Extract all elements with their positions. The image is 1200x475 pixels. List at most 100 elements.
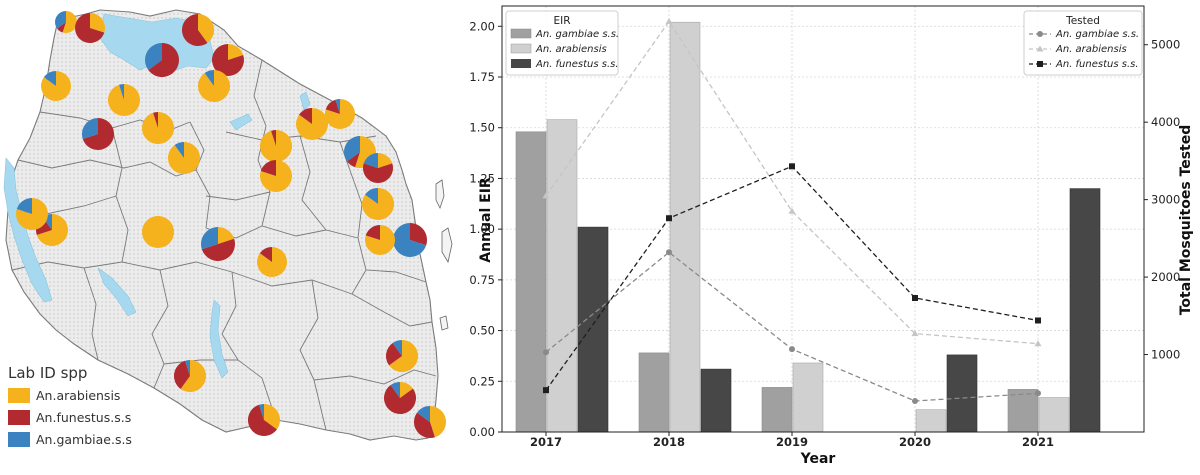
tested-legend-marker-gambiae [1037,31,1043,37]
pie-slice-gambiae [54,10,66,29]
pie-slice-funestus [247,404,277,437]
site-pie [414,406,447,438]
pie-slice-funestus [153,112,158,128]
pie-slice-arabiensis [198,69,231,102]
pie-slice-gambiae [119,84,124,100]
legend-swatch-arabiensis [8,388,30,403]
site-pie [362,188,395,221]
point-tested [543,387,549,394]
pie-slice-funestus [383,385,416,415]
site-pie [212,44,245,76]
tested-legend-label-gambiae: An. gambiae s.s. [1055,29,1139,40]
pie-slice-gambiae [259,404,264,420]
point-tested [665,17,673,24]
pie-slice-funestus [365,225,380,240]
y-tick-label-right: 2000 [1151,270,1180,284]
bar-eir [1038,397,1070,433]
pie-slice-arabiensis [256,247,287,277]
pie-slice-arabiensis [259,130,292,162]
pie-slice-arabiensis [180,360,207,392]
bar-eir [577,226,609,433]
site-pie [107,84,140,116]
pie-slice-funestus [82,118,114,150]
x-tick-label: 2021 [1022,435,1054,449]
eir-legend-box [505,10,619,76]
y-axis-label-right: Total Mosquitoes Tested [1178,125,1194,316]
lake-eyasi [229,113,253,131]
site-pie [198,69,231,102]
bar-eir [761,387,793,433]
pie-slice-funestus [386,343,402,366]
pie-slice-arabiensis [141,112,174,144]
y-tick-label-right: 4000 [1151,115,1180,129]
chart-panel: 0.00 0.25 0.50 0.75 1.00 1.25 1.50 1.75 2.00 2017… [469,5,1194,467]
x-tick-label: 2017 [530,435,562,449]
site-pie [145,43,180,77]
legend-item-arabiensis: An.arabiensis [8,388,120,403]
lake-nyasa [209,299,229,379]
point-tested [666,249,672,256]
site-pie [259,160,292,192]
site-pie [200,227,235,261]
point-tested [789,163,795,170]
y-tick-label-left: 0.25 [469,374,495,388]
pie-slice-arabiensis [362,188,395,221]
tested-legend-marker-arabiensis [1036,45,1044,52]
pie-slice-funestus [325,99,340,114]
bar-eir [546,119,578,433]
pie-slice-gambiae [200,227,218,250]
map-legend: Lab ID spp An.arabiensis An.funestus.s.s… [8,364,132,447]
pie-slice-arabiensis [389,340,419,373]
lake-tanganyika [3,157,53,303]
eir-legend-swatch-arabiensis [510,43,532,54]
site-pie [142,216,174,248]
pie-slice-funestus [57,22,66,33]
site-pie [40,70,71,101]
site-pie [168,141,201,175]
pie-slice-gambiae [417,406,430,422]
point-tested [912,398,918,405]
site-pie [256,247,287,277]
pie-slice-funestus [271,130,276,146]
pie-slice-gambiae [81,118,98,139]
legend-label-funestus: An.funestus.s.s [36,410,131,425]
eir-legend-swatch-gambiae [510,28,532,39]
pie-slice-gambiae [344,136,360,162]
point-tested [666,215,672,222]
legend-label-gambiae: An.gambiae.s.s [36,432,132,447]
pie-slice-funestus [414,412,435,438]
pie-slice-arabiensis [107,84,140,116]
pie-slice-arabiensis [142,216,174,248]
site-pie [363,153,393,183]
y-tick-label-right: 3000 [1151,193,1180,207]
tested-lines [542,17,1042,405]
pie-slice-arabiensis [90,12,106,33]
tested-legend-label-funestus: An. funestus s.s. [1055,59,1139,70]
pie-slice-gambiae [335,98,340,114]
eir-legend-label-funestus: An. funestus s.s. [535,59,619,70]
site-pie [393,223,428,257]
pie-slice-funestus [347,152,360,168]
pie-slice-gambiae [392,340,402,356]
island-zanzibar [441,227,453,264]
site-pie [296,107,329,140]
bar-eir [915,409,947,433]
eir-legend: EIR An. gambiae s.s. An. arabiensis An. … [505,10,619,76]
site-pies [15,10,447,438]
pie-slice-gambiae [363,153,378,168]
pie-slice-funestus [260,160,276,176]
chart-axes: 0.00 0.25 0.50 0.75 1.00 1.25 1.50 1.75 2.00 2017… [469,5,1180,449]
map-legend-title: Lab ID spp [8,364,87,382]
chart-grid [502,6,1144,433]
pie-slice-funestus [148,43,180,77]
bar-eir [669,21,701,433]
point-tested [1034,340,1042,347]
point-tested [911,330,919,337]
site-pie [386,340,419,373]
legend-item-funestus: An.funestus.s.s [8,410,131,425]
tested-legend-box [1023,10,1143,76]
bar-eir [638,352,670,433]
pie-slice-arabiensis [228,44,244,60]
pie-slice-funestus [299,108,312,124]
pie-slice-gambiae [204,70,214,86]
